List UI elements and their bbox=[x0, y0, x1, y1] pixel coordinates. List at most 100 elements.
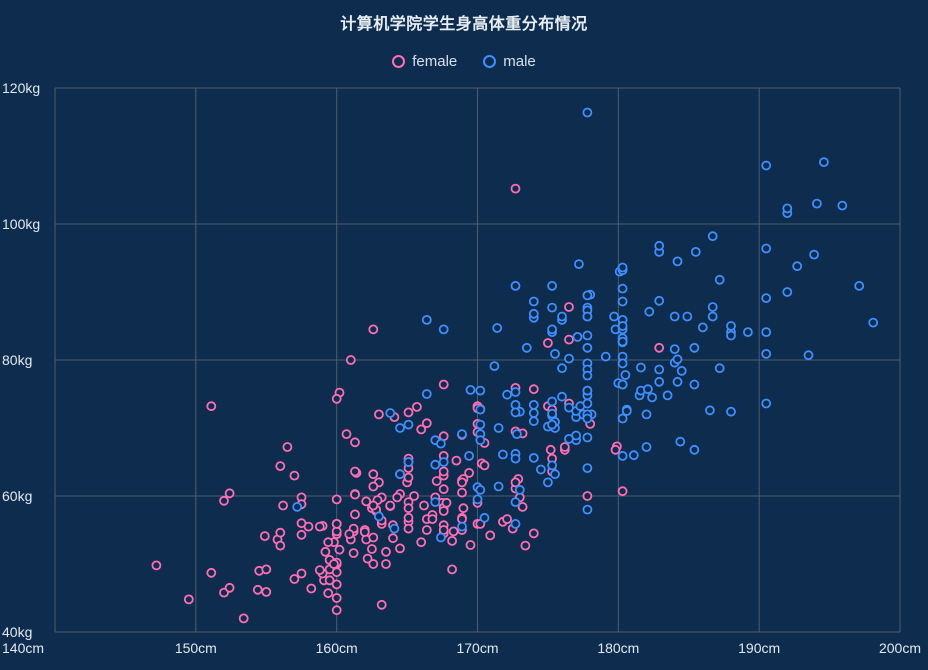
scatter-point-female[interactable] bbox=[517, 501, 528, 512]
scatter-point-male[interactable] bbox=[421, 314, 432, 325]
scatter-point-female[interactable] bbox=[361, 496, 372, 507]
scatter-point-female[interactable] bbox=[438, 484, 449, 495]
scatter-point-male[interactable] bbox=[557, 363, 567, 374]
scatter-point-male[interactable] bbox=[536, 464, 546, 475]
scatter-point-male[interactable] bbox=[395, 469, 405, 480]
scatter-point-male[interactable] bbox=[435, 532, 446, 543]
scatter-point-male[interactable] bbox=[609, 311, 619, 322]
scatter-point-female[interactable] bbox=[447, 564, 458, 575]
scatter-point-male[interactable] bbox=[803, 350, 814, 361]
scatter-point-female[interactable] bbox=[296, 529, 307, 540]
scatter-point-male[interactable] bbox=[672, 256, 683, 267]
scatter-point-male[interactable] bbox=[582, 385, 593, 396]
scatter-point-male[interactable] bbox=[707, 231, 718, 242]
scatter-point-male[interactable] bbox=[582, 398, 593, 409]
scatter-point-female[interactable] bbox=[528, 528, 539, 539]
scatter-point-female[interactable] bbox=[278, 500, 289, 511]
scatter-point-male[interactable] bbox=[837, 200, 848, 211]
scatter-point-male[interactable] bbox=[528, 408, 539, 418]
scatter-point-male[interactable] bbox=[620, 370, 631, 380]
scatter-point-male[interactable] bbox=[489, 361, 500, 372]
scatter-point-male[interactable] bbox=[564, 433, 574, 444]
scatter-point-male[interactable] bbox=[600, 351, 611, 362]
scatter-point-female[interactable] bbox=[368, 559, 379, 569]
scatter-point-female[interactable] bbox=[368, 481, 379, 492]
scatter-point-female[interactable] bbox=[219, 495, 229, 506]
scatter-point-male[interactable] bbox=[510, 497, 521, 508]
scatter-point-male[interactable] bbox=[617, 450, 628, 461]
scatter-point-male[interactable] bbox=[726, 330, 736, 341]
scatter-point-male[interactable] bbox=[617, 262, 628, 273]
scatter-point-male[interactable] bbox=[547, 280, 557, 291]
scatter-point-female[interactable] bbox=[431, 476, 442, 486]
scatter-point-male[interactable] bbox=[502, 389, 513, 400]
scatter-point-male[interactable] bbox=[714, 274, 725, 285]
scatter-point-male[interactable] bbox=[654, 240, 665, 251]
scatter-point-male[interactable] bbox=[457, 521, 467, 532]
scatter-point-male[interactable] bbox=[689, 379, 700, 390]
scatter-point-male[interactable] bbox=[557, 391, 567, 402]
scatter-point-female[interactable] bbox=[381, 546, 391, 557]
legend-item-male[interactable]: male bbox=[483, 53, 536, 70]
scatter-point-female[interactable] bbox=[320, 546, 331, 557]
scatter-point-male[interactable] bbox=[617, 358, 628, 369]
scatter-point-female[interactable] bbox=[334, 544, 345, 555]
scatter-point-male[interactable] bbox=[812, 198, 822, 209]
scatter-point-female[interactable] bbox=[331, 567, 342, 578]
scatter-point-male[interactable] bbox=[641, 442, 652, 452]
scatter-point-female[interactable] bbox=[350, 466, 360, 477]
scatter-point-female[interactable] bbox=[362, 553, 373, 564]
scatter-point-female[interactable] bbox=[403, 523, 414, 534]
scatter-point-female[interactable] bbox=[411, 401, 422, 412]
scatter-point-female[interactable] bbox=[323, 588, 334, 599]
scatter-point-male[interactable] bbox=[643, 384, 653, 395]
scatter-point-male[interactable] bbox=[510, 387, 521, 397]
scatter-point-female[interactable] bbox=[331, 579, 342, 590]
scatter-point-female[interactable] bbox=[447, 536, 458, 546]
scatter-point-male[interactable] bbox=[550, 469, 560, 480]
scatter-point-female[interactable] bbox=[345, 355, 356, 365]
scatter-point-male[interactable] bbox=[514, 484, 525, 495]
scatter-point-female[interactable] bbox=[238, 613, 249, 624]
scatter-point-female[interactable] bbox=[350, 489, 360, 500]
scatter-point-female[interactable] bbox=[359, 527, 370, 537]
scatter-point-male[interactable] bbox=[761, 398, 772, 409]
scatter-point-male[interactable] bbox=[493, 481, 504, 492]
scatter-point-female[interactable] bbox=[427, 514, 438, 524]
scatter-point-male[interactable] bbox=[421, 389, 432, 399]
scatter-point-female[interactable] bbox=[438, 506, 449, 516]
scatter-point-female[interactable] bbox=[206, 401, 217, 412]
scatter-point-male[interactable] bbox=[547, 396, 557, 407]
scatter-point-male[interactable] bbox=[438, 457, 449, 467]
scatter-point-male[interactable] bbox=[521, 342, 532, 353]
scatter-point-female[interactable] bbox=[328, 559, 339, 569]
scatter-point-male[interactable] bbox=[550, 348, 560, 359]
scatter-point-male[interactable] bbox=[617, 336, 628, 347]
scatter-point-male[interactable] bbox=[438, 324, 449, 335]
scatter-point-male[interactable] bbox=[492, 323, 503, 333]
scatter-point-male[interactable] bbox=[726, 406, 736, 417]
scatter-point-male[interactable] bbox=[617, 296, 628, 307]
scatter-point-male[interactable] bbox=[582, 330, 593, 341]
scatter-point-female[interactable] bbox=[275, 540, 286, 551]
scatter-point-female[interactable] bbox=[224, 488, 235, 499]
scatter-point-male[interactable] bbox=[582, 463, 593, 474]
scatter-point-male[interactable] bbox=[617, 321, 628, 331]
scatter-point-female[interactable] bbox=[419, 500, 429, 511]
scatter-point-male[interactable] bbox=[582, 432, 593, 443]
scatter-point-male[interactable] bbox=[647, 392, 657, 403]
scatter-point-male[interactable] bbox=[582, 413, 593, 424]
scatter-point-female[interactable] bbox=[289, 470, 300, 481]
scatter-point-female[interactable] bbox=[366, 544, 377, 554]
scatter-point-male[interactable] bbox=[707, 311, 718, 322]
scatter-point-female[interactable] bbox=[331, 519, 342, 529]
scatter-point-female[interactable] bbox=[296, 518, 307, 529]
scatter-point-female[interactable] bbox=[438, 379, 449, 390]
scatter-point-male[interactable] bbox=[547, 419, 557, 430]
scatter-point-female[interactable] bbox=[368, 532, 379, 543]
scatter-point-male[interactable] bbox=[654, 295, 665, 306]
scatter-point-male[interactable] bbox=[641, 409, 652, 420]
scatter-point-male[interactable] bbox=[564, 353, 574, 364]
scatter-point-female[interactable] bbox=[441, 497, 452, 508]
scatter-point-male[interactable] bbox=[792, 261, 803, 272]
